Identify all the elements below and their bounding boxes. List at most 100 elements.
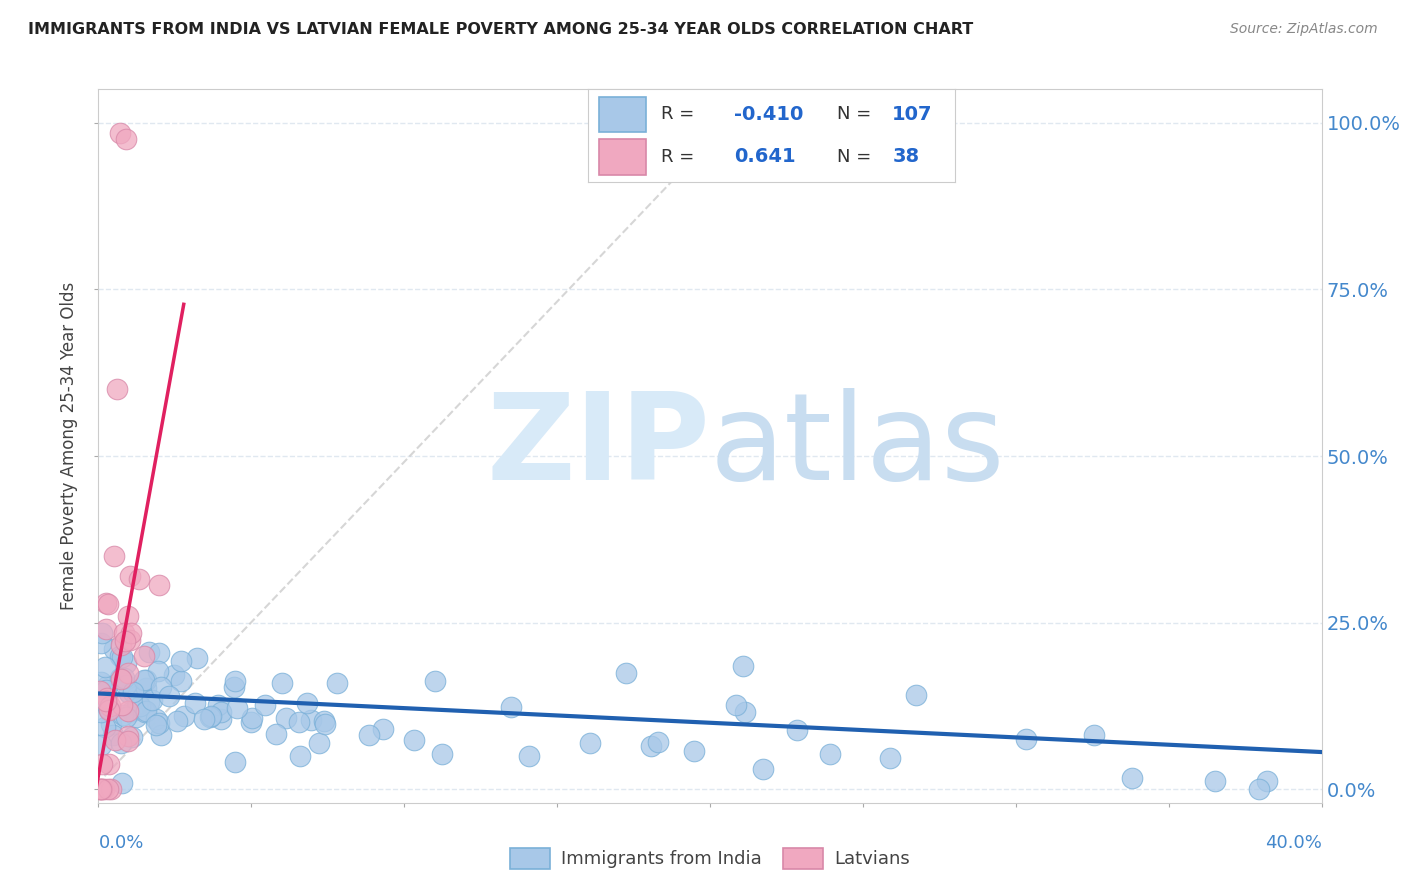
Point <box>112 671 135 685</box>
Point <box>138 695 160 709</box>
Point <box>94 622 117 636</box>
Point <box>103 642 125 657</box>
Point <box>614 666 637 681</box>
Point <box>96 690 118 705</box>
Point <box>141 692 163 706</box>
Point <box>110 649 132 664</box>
Point <box>135 673 157 688</box>
Point <box>96 694 118 708</box>
Point <box>117 704 139 718</box>
Point <box>170 654 193 668</box>
Point <box>423 673 446 688</box>
Point <box>1256 773 1278 788</box>
Point <box>115 656 138 670</box>
Point <box>200 708 222 723</box>
Point <box>110 736 132 750</box>
Point <box>128 572 150 586</box>
Point <box>118 686 141 700</box>
Point <box>98 701 121 715</box>
Point <box>134 648 156 663</box>
Point <box>93 782 115 797</box>
Text: 0.0%: 0.0% <box>98 834 143 852</box>
Point <box>90 782 112 797</box>
Point <box>115 132 138 146</box>
Point <box>146 664 169 678</box>
Point <box>114 678 136 692</box>
Point <box>818 747 841 762</box>
Point <box>97 703 120 717</box>
Point <box>117 734 139 748</box>
Point <box>295 696 318 710</box>
Legend: Immigrants from India, Latvians: Immigrants from India, Latvians <box>503 840 917 876</box>
Point <box>120 633 142 648</box>
Y-axis label: Female Poverty Among 25-34 Year Olds: Female Poverty Among 25-34 Year Olds <box>60 282 79 610</box>
Point <box>121 730 143 744</box>
Point <box>89 782 111 797</box>
Point <box>120 626 142 640</box>
Point <box>166 714 188 729</box>
Point <box>731 659 754 673</box>
Point <box>150 728 173 742</box>
Point <box>276 711 298 725</box>
Point <box>224 755 246 769</box>
Point <box>240 710 263 724</box>
Point <box>1249 782 1271 797</box>
Point <box>97 782 120 797</box>
Point <box>101 728 124 742</box>
Point <box>128 698 150 713</box>
Point <box>578 736 600 750</box>
Point <box>110 776 132 790</box>
Point <box>108 671 131 685</box>
Point <box>90 738 112 752</box>
Point <box>270 675 292 690</box>
Point <box>308 735 330 749</box>
Point <box>90 706 112 720</box>
Point <box>134 705 156 719</box>
Point <box>112 707 135 722</box>
Point <box>96 698 118 712</box>
Point <box>209 705 232 719</box>
Point <box>312 714 335 728</box>
Point <box>157 689 180 703</box>
Point <box>222 680 245 694</box>
Point <box>647 735 669 749</box>
Point <box>91 697 114 711</box>
Point <box>186 651 208 665</box>
Point <box>138 645 160 659</box>
Point <box>89 684 111 698</box>
Point <box>103 549 125 563</box>
Point <box>148 715 170 730</box>
Point <box>288 748 311 763</box>
Point <box>287 715 309 730</box>
Point <box>239 715 262 730</box>
Point <box>108 649 131 664</box>
Point <box>125 709 148 723</box>
Point <box>148 646 170 660</box>
Point <box>89 782 111 797</box>
Point <box>110 638 132 652</box>
Point <box>117 609 139 624</box>
Point <box>371 722 394 736</box>
Point <box>97 597 120 611</box>
Point <box>117 729 139 743</box>
Point <box>1014 731 1036 746</box>
Point <box>110 672 132 686</box>
Text: ZIP: ZIP <box>486 387 710 505</box>
Point <box>314 716 336 731</box>
Point <box>752 763 775 777</box>
Point <box>145 718 167 732</box>
Point <box>683 744 706 758</box>
Point <box>135 704 157 718</box>
Point <box>184 696 207 710</box>
Point <box>105 382 128 396</box>
Point <box>91 757 114 772</box>
Point <box>108 126 131 140</box>
Point <box>264 727 287 741</box>
Point <box>111 698 134 712</box>
Point <box>122 685 145 699</box>
Point <box>127 697 149 711</box>
Text: IMMIGRANTS FROM INDIA VS LATVIAN FEMALE POVERTY AMONG 25-34 YEAR OLDS CORRELATIO: IMMIGRANTS FROM INDIA VS LATVIAN FEMALE … <box>28 22 973 37</box>
Point <box>97 756 120 771</box>
Point <box>253 698 276 712</box>
Point <box>114 634 136 648</box>
